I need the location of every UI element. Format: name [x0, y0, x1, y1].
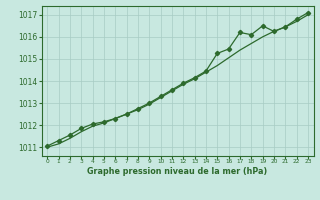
X-axis label: Graphe pression niveau de la mer (hPa): Graphe pression niveau de la mer (hPa)	[87, 167, 268, 176]
